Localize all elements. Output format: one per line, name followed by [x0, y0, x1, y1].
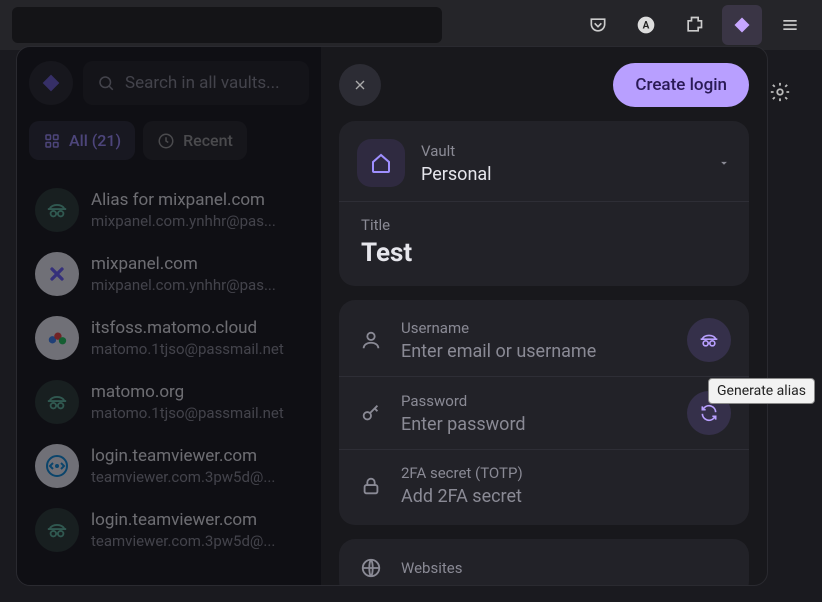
item-title: itsfoss.matomo.cloud — [91, 318, 284, 338]
search-icon — [97, 74, 115, 92]
close-icon — [352, 77, 368, 93]
key-icon — [357, 402, 385, 424]
browser-toolbar: A — [0, 0, 822, 50]
app-logo-icon[interactable] — [29, 61, 73, 105]
refresh-icon — [699, 403, 719, 423]
filter-recent[interactable]: Recent — [143, 121, 247, 160]
hamburger-menu-icon[interactable] — [770, 5, 810, 45]
totp-label: 2FA secret (TOTP) — [401, 464, 731, 482]
title-label: Title — [361, 216, 731, 234]
password-placeholder: Enter password — [401, 414, 671, 435]
item-subtitle: teamviewer.com.3pw5d@... — [91, 468, 275, 486]
item-avatar-icon — [35, 188, 79, 232]
credentials-card: Username Enter email or username Passwor… — [339, 300, 749, 525]
websites-card: Websites — [339, 539, 749, 585]
item-avatar-icon — [35, 252, 79, 296]
item-subtitle: mixpanel.com.ynhhr@pas... — [91, 212, 276, 230]
extensions-icon[interactable] — [674, 5, 714, 45]
vault-label: Vault — [421, 142, 701, 160]
vault-selector[interactable]: Vault Personal — [339, 125, 749, 201]
totp-field[interactable]: 2FA secret (TOTP) Add 2FA secret — [339, 449, 749, 521]
username-field[interactable]: Username Enter email or username — [339, 304, 749, 376]
item-avatar-icon — [35, 380, 79, 424]
vault-list-item[interactable]: login.teamviewer.com teamviewer.com.3pw5d… — [29, 434, 309, 498]
clock-icon — [157, 132, 175, 150]
vault-list-item[interactable]: itsfoss.matomo.cloud matomo.1tjso@passmai… — [29, 306, 309, 370]
password-label: Password — [401, 392, 671, 410]
item-avatar-icon — [35, 508, 79, 552]
websites-label: Websites — [401, 559, 731, 577]
item-title: login.teamviewer.com — [91, 446, 275, 466]
vault-list-item[interactable]: matomo.org matomo.1tjso@passmail.net — [29, 370, 309, 434]
filter-all-label: All (21) — [69, 131, 121, 150]
item-title: matomo.org — [91, 382, 284, 402]
vault-list-item[interactable]: login.teamviewer.com teamviewer.com.3pw5d… — [29, 498, 309, 562]
vault-title-card: Vault Personal Title Test — [339, 121, 749, 286]
websites-field[interactable]: Websites — [339, 543, 749, 585]
home-icon — [357, 139, 405, 187]
incognito-icon — [699, 330, 719, 350]
settings-gear-icon[interactable] — [766, 78, 794, 106]
filter-recent-label: Recent — [183, 131, 233, 150]
item-avatar-icon — [35, 316, 79, 360]
password-manager-popup: Search in all vaults... All (21) Recent … — [16, 46, 768, 586]
vault-item-list: Alias for mixpanel.com mixpanel.com.ynhhr… — [29, 178, 309, 562]
globe-icon — [357, 557, 385, 579]
username-placeholder: Enter email or username — [401, 341, 671, 362]
item-subtitle: matomo.1tjso@passmail.net — [91, 340, 284, 358]
item-title: login.teamviewer.com — [91, 510, 275, 530]
vault-sidebar: Search in all vaults... All (21) Recent … — [17, 47, 321, 585]
url-bar[interactable] — [12, 7, 442, 43]
password-field[interactable]: Password Enter password — [339, 376, 749, 449]
grid-icon — [43, 132, 61, 150]
item-subtitle: mixpanel.com.ynhhr@pas... — [91, 276, 276, 294]
search-placeholder: Search in all vaults... — [125, 73, 280, 93]
vault-value: Personal — [421, 164, 701, 185]
username-label: Username — [401, 319, 671, 337]
tooltip-generate-alias: Generate alias — [708, 378, 815, 404]
svg-text:A: A — [643, 20, 650, 31]
pass-extension-icon[interactable] — [722, 5, 762, 45]
user-icon — [357, 329, 385, 351]
title-value: Test — [361, 238, 731, 268]
item-subtitle: matomo.1tjso@passmail.net — [91, 404, 284, 422]
pocket-icon[interactable] — [578, 5, 618, 45]
item-title: mixpanel.com — [91, 254, 276, 274]
lock-icon — [357, 475, 385, 497]
generate-alias-button[interactable] — [687, 318, 731, 362]
totp-placeholder: Add 2FA secret — [401, 486, 731, 507]
vault-list-item[interactable]: Alias for mixpanel.com mixpanel.com.ynhhr… — [29, 178, 309, 242]
search-input[interactable]: Search in all vaults... — [83, 61, 309, 105]
close-button[interactable] — [339, 64, 381, 106]
item-avatar-icon — [35, 444, 79, 488]
item-subtitle: teamviewer.com.3pw5d@... — [91, 532, 275, 550]
chevron-down-icon — [717, 156, 731, 170]
create-login-button[interactable]: Create login — [613, 63, 749, 107]
vault-list-item[interactable]: mixpanel.com mixpanel.com.ynhhr@pas... — [29, 242, 309, 306]
account-icon[interactable]: A — [626, 5, 666, 45]
create-login-panel: Create login Vault Personal Title — [321, 47, 767, 585]
title-field[interactable]: Title Test — [339, 201, 749, 282]
filter-all[interactable]: All (21) — [29, 121, 135, 160]
item-title: Alias for mixpanel.com — [91, 190, 276, 210]
